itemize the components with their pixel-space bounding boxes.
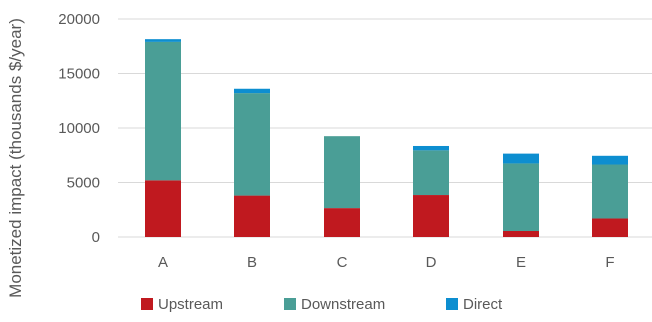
bar-upstream-b (234, 195, 270, 237)
y-axis-ticks: 0 5000 10000 15000 20000 (58, 11, 100, 246)
y-tick-label-0: 0 (92, 229, 100, 246)
bar-downstream-d (413, 150, 449, 196)
legend-label-upstream: Upstream (158, 296, 223, 313)
y-tick-label-10000: 10000 (58, 120, 100, 137)
x-category-label-e: E (516, 254, 526, 271)
y-axis-title: Monetized impact (thousands $/year) (6, 18, 25, 298)
x-category-label-b: B (247, 254, 257, 271)
legend-label-downstream: Downstream (301, 296, 385, 313)
x-category-label-c: C (337, 254, 348, 271)
bar-upstream-d (413, 195, 449, 237)
bar-direct-b (234, 88, 270, 94)
bar-downstream-e (503, 163, 539, 232)
x-category-label-a: A (158, 254, 168, 271)
x-category-label-d: D (426, 254, 437, 271)
bar-direct-e (503, 153, 539, 164)
bar-downstream-a (145, 41, 181, 181)
legend: Upstream Downstream Direct (141, 296, 503, 313)
legend-label-direct: Direct (463, 296, 503, 313)
bar-direct-f (592, 155, 628, 165)
bar-upstream-f (592, 218, 628, 237)
gridlines (118, 18, 652, 238)
bars (145, 39, 628, 237)
bar-downstream-f (592, 164, 628, 219)
y-tick-label-5000: 5000 (67, 175, 100, 192)
legend-swatch-upstream (141, 298, 153, 310)
bar-upstream-a (145, 180, 181, 237)
legend-swatch-downstream (284, 298, 296, 310)
bar-upstream-e (503, 231, 539, 237)
bar-downstream-b (234, 93, 270, 196)
bar-direct-d (413, 145, 449, 151)
bar-downstream-c (324, 136, 360, 209)
y-tick-label-20000: 20000 (58, 11, 100, 28)
y-tick-label-15000: 15000 (58, 66, 100, 83)
bar-upstream-c (324, 208, 360, 237)
x-axis-categories: A B C D E F (158, 254, 615, 271)
x-category-label-f: F (605, 254, 614, 271)
legend-swatch-direct (446, 298, 458, 310)
bar-direct-a (145, 39, 181, 42)
